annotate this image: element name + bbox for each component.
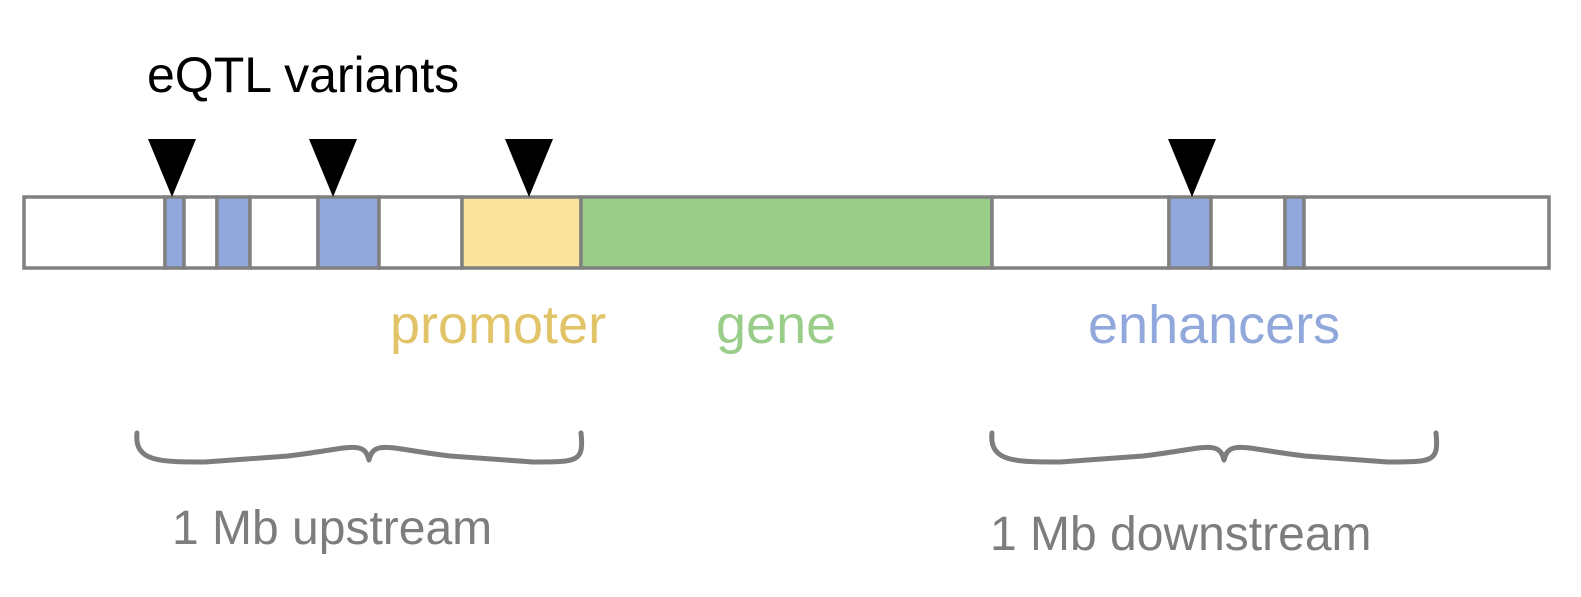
- diagram-title: eQTL variants: [147, 47, 459, 103]
- region-empty: [1302, 195, 1551, 270]
- enhancer-3: [316, 195, 381, 270]
- upstream-range-label: 1 Mb upstream: [172, 502, 492, 555]
- region-empty: [182, 195, 219, 270]
- gene-body: [579, 195, 994, 270]
- promoter-label: promoter: [390, 295, 606, 355]
- region-empty: [248, 195, 320, 270]
- region-empty: [377, 195, 464, 270]
- downstream-brace: [989, 430, 1440, 465]
- variant-marker-icon: [1168, 139, 1216, 197]
- gene-label: gene: [716, 295, 836, 355]
- downstream-range-label: 1 Mb downstream: [990, 508, 1372, 561]
- enhancer-5: [1283, 195, 1306, 270]
- region-empty: [1209, 195, 1287, 270]
- enhancer-2: [215, 195, 252, 270]
- region-empty: [22, 195, 167, 270]
- upstream-brace: [134, 430, 585, 465]
- enhancer-4: [1167, 195, 1213, 270]
- enhancer-1: [163, 195, 186, 270]
- variant-marker-icon: [505, 139, 553, 197]
- variant-marker-icon: [148, 139, 196, 197]
- enhancers-label: enhancers: [1088, 295, 1340, 355]
- variant-marker-icon: [309, 139, 357, 197]
- genomic-track: [22, 195, 1551, 270]
- promoter-region: [460, 195, 583, 270]
- region-empty: [990, 195, 1171, 270]
- eqtl-variant-markers: [148, 139, 1216, 197]
